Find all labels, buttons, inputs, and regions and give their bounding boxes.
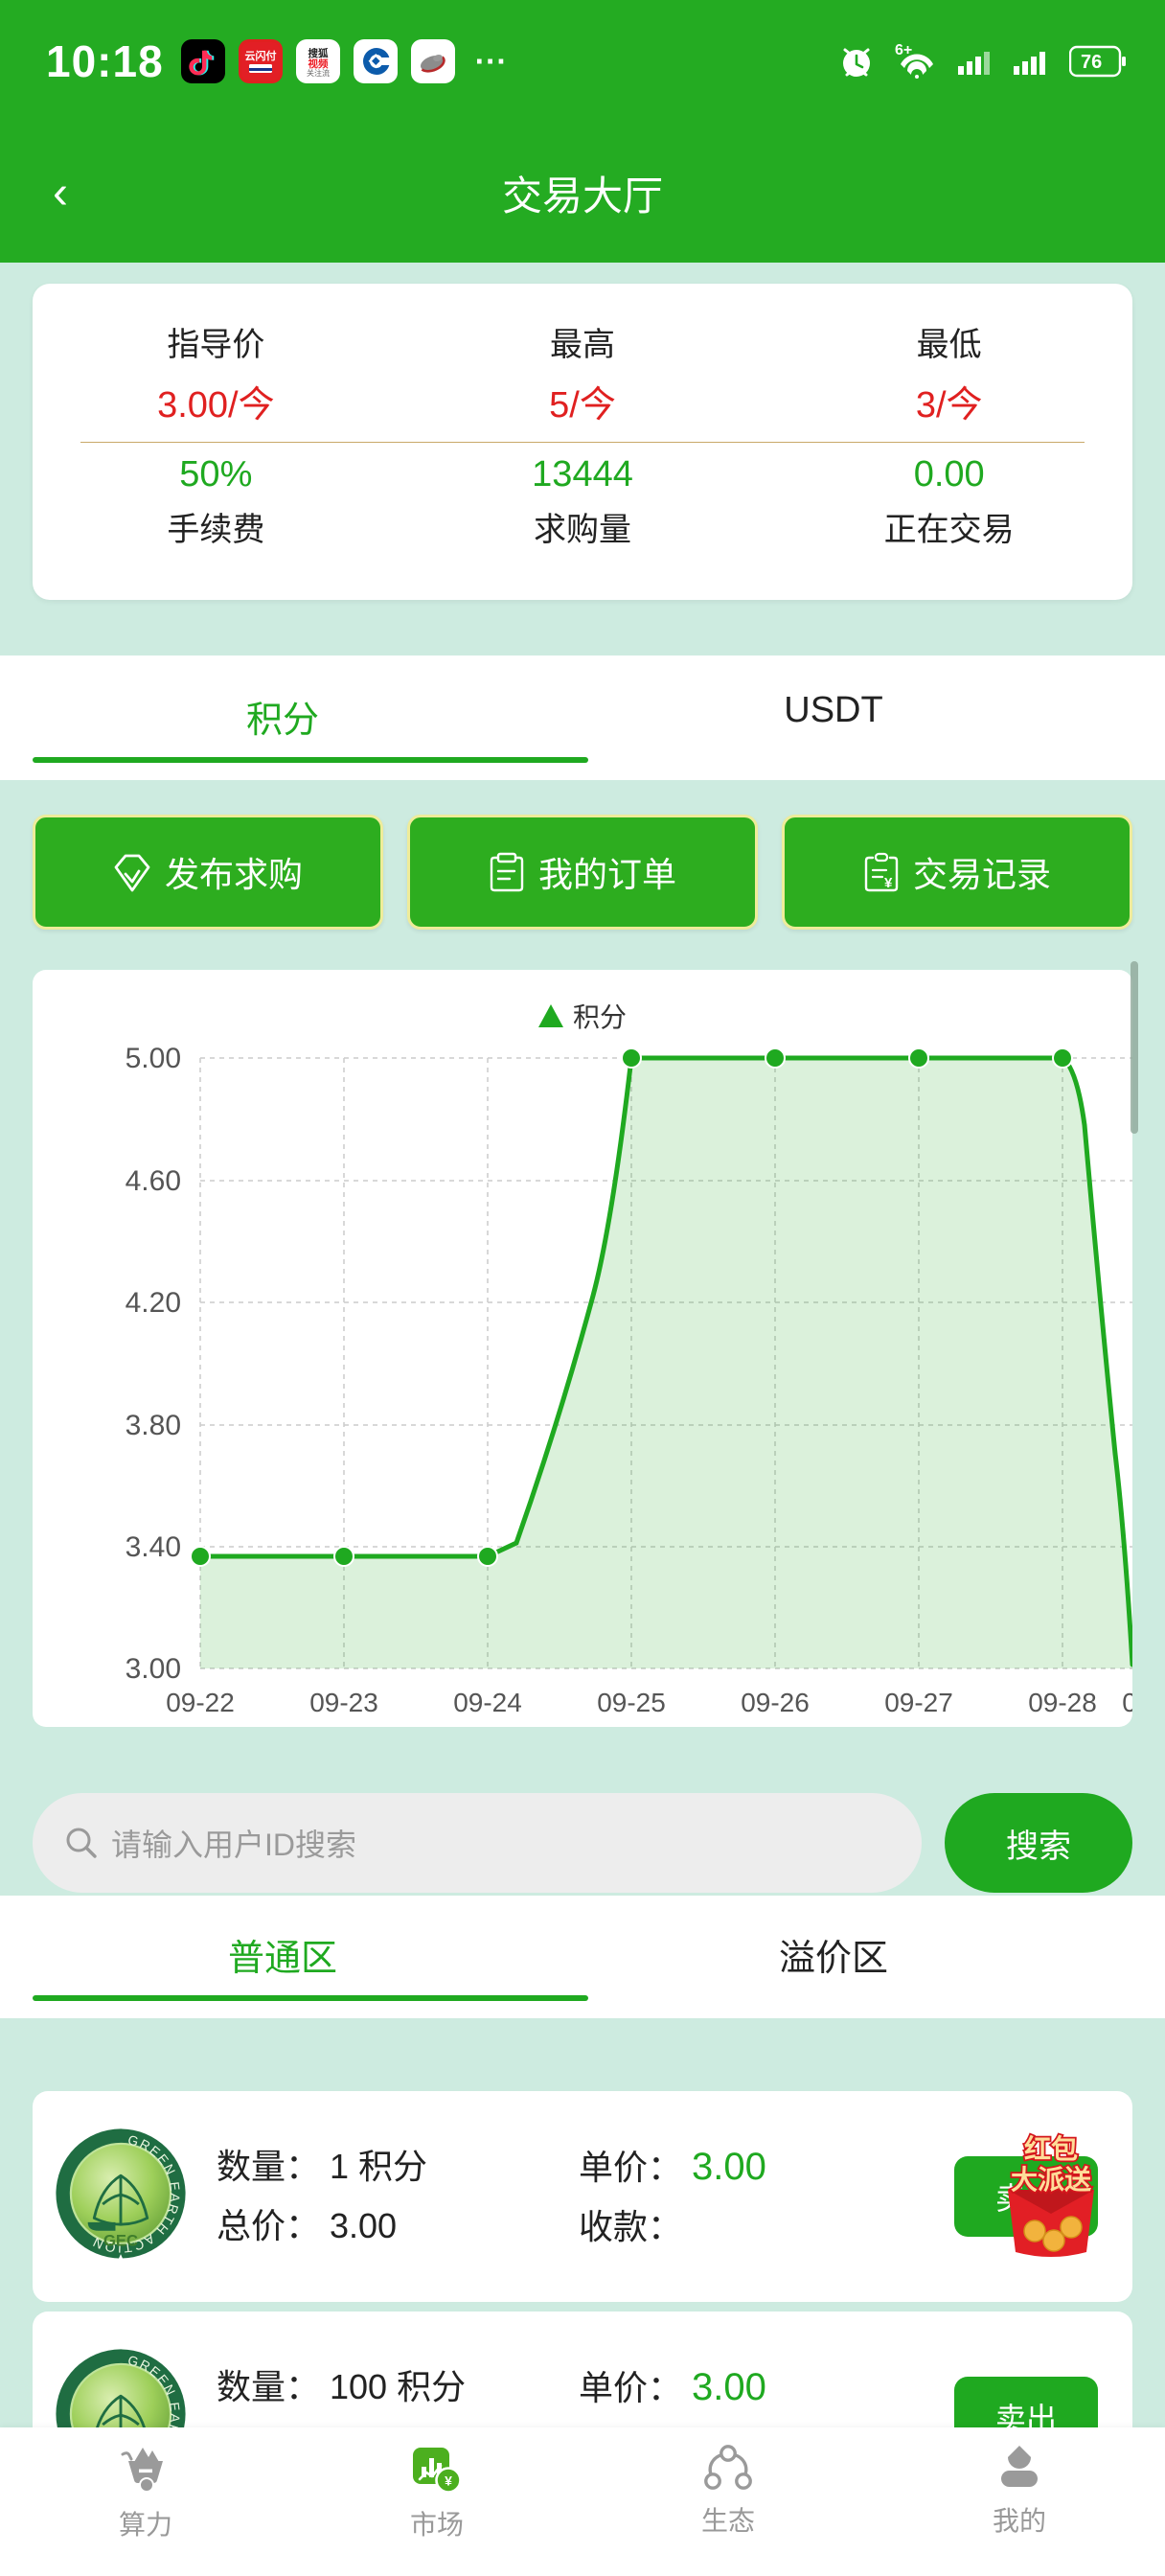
svg-text:4.20: 4.20 [126, 1287, 181, 1319]
svg-text:GEC: GEC [103, 2231, 138, 2249]
svg-text:¥: ¥ [884, 875, 893, 891]
svg-text:09-27: 09-27 [884, 1688, 953, 1717]
svg-text:09-22: 09-22 [166, 1688, 235, 1717]
svg-text:¥: ¥ [445, 2473, 452, 2489]
svg-text:红包: 红包 [1024, 2133, 1078, 2164]
svg-text:5.00: 5.00 [126, 1043, 181, 1074]
svg-text:云闪付: 云闪付 [244, 49, 276, 62]
svg-text:3.80: 3.80 [126, 1410, 181, 1441]
svg-text:关注流: 关注流 [307, 68, 330, 78]
svg-text:09-28: 09-28 [1028, 1688, 1097, 1717]
svg-text:09-25: 09-25 [597, 1688, 666, 1717]
svg-text:09-24: 09-24 [453, 1688, 522, 1717]
svg-text:76: 76 [1081, 52, 1102, 73]
svg-text:3.40: 3.40 [126, 1531, 181, 1563]
svg-text:3.00: 3.00 [126, 1653, 181, 1685]
svg-text:4.60: 4.60 [126, 1165, 181, 1197]
svg-text:09-26: 09-26 [741, 1688, 810, 1717]
svg-text:0: 0 [1122, 1688, 1132, 1717]
svg-text:大派送: 大派送 [1011, 2165, 1091, 2195]
svg-text:09-23: 09-23 [309, 1688, 378, 1717]
